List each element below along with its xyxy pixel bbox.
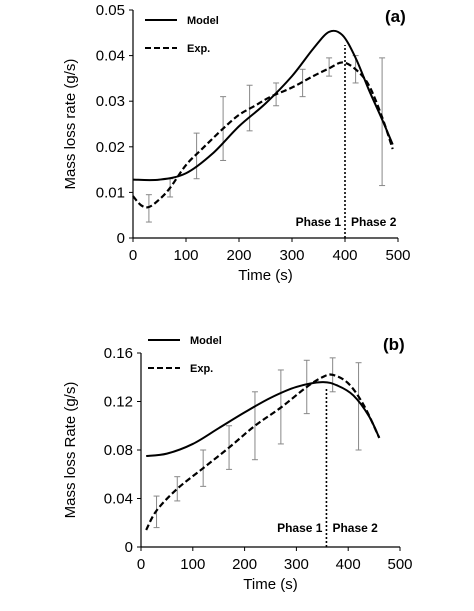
x-tick-label: 100 (180, 556, 205, 573)
x-tick-label: 400 (336, 556, 361, 573)
y-tick-label: 0.16 (104, 345, 133, 362)
y-tick-label: 0.05 (96, 2, 125, 19)
phase-2-label: Phase 2 (351, 215, 397, 229)
error-bar (251, 391, 258, 461)
y-tick-label: 0 (125, 539, 133, 556)
panel-label: (a) (385, 7, 406, 26)
y-tick-label: 0.12 (104, 394, 133, 411)
x-tick-label: 200 (226, 247, 251, 264)
x-tick-label: 0 (129, 247, 137, 264)
phase-2-label: Phase 2 (332, 521, 378, 535)
x-tick-label: 300 (279, 247, 304, 264)
x-tick-label: 200 (232, 556, 257, 573)
x-tick-label: 500 (385, 247, 410, 264)
y-tick-label: 0.03 (96, 93, 125, 110)
error-bar (174, 476, 181, 502)
x-tick-label: 100 (173, 247, 198, 264)
error-bar (326, 57, 333, 77)
series-line-exp (145, 373, 381, 531)
legend-label: Model (190, 335, 222, 347)
y-axis-title: Mass loss Rate (g/s) (62, 382, 79, 519)
y-tick-label: 0 (117, 230, 125, 247)
legend-label: Model (187, 15, 219, 27)
phase-1-label: Phase 1 (296, 215, 342, 229)
y-tick-label: 0.04 (104, 491, 133, 508)
panel-label: (b) (383, 335, 405, 354)
chart-panel-b: 0 100 200 300 400 500 0 0.04 0.08 0.12 0.16 Time (s… (62, 335, 413, 593)
chart-panel-a: 0 100 200 300 400 500 0 0.01 0.02 0.03 0.04 0.05 Tim… (62, 2, 411, 284)
y-tick-label: 0.01 (96, 184, 125, 201)
y-axis-title: Mass loss rate (g/s) (62, 59, 79, 190)
phase-1-label: Phase 1 (277, 521, 323, 535)
x-tick-label: 500 (387, 556, 412, 573)
x-axis-title: Time (s) (238, 267, 292, 284)
x-axis-title: Time (s) (243, 576, 297, 593)
y-tick-label: 0.08 (104, 442, 133, 459)
series-line-model (132, 29, 394, 182)
x-tick-label: 300 (284, 556, 309, 573)
series-line-model (146, 381, 381, 458)
error-bar (355, 362, 362, 451)
legend-label: Exp. (187, 43, 210, 55)
x-tick-label: 0 (137, 556, 145, 573)
error-bar (145, 194, 152, 223)
y-tick-label: 0.02 (96, 139, 125, 156)
series-line-exp (132, 61, 394, 209)
y-tick-label: 0.04 (96, 48, 125, 65)
legend-label: Exp. (190, 363, 213, 375)
x-tick-label: 400 (332, 247, 357, 264)
error-bar (193, 132, 200, 180)
